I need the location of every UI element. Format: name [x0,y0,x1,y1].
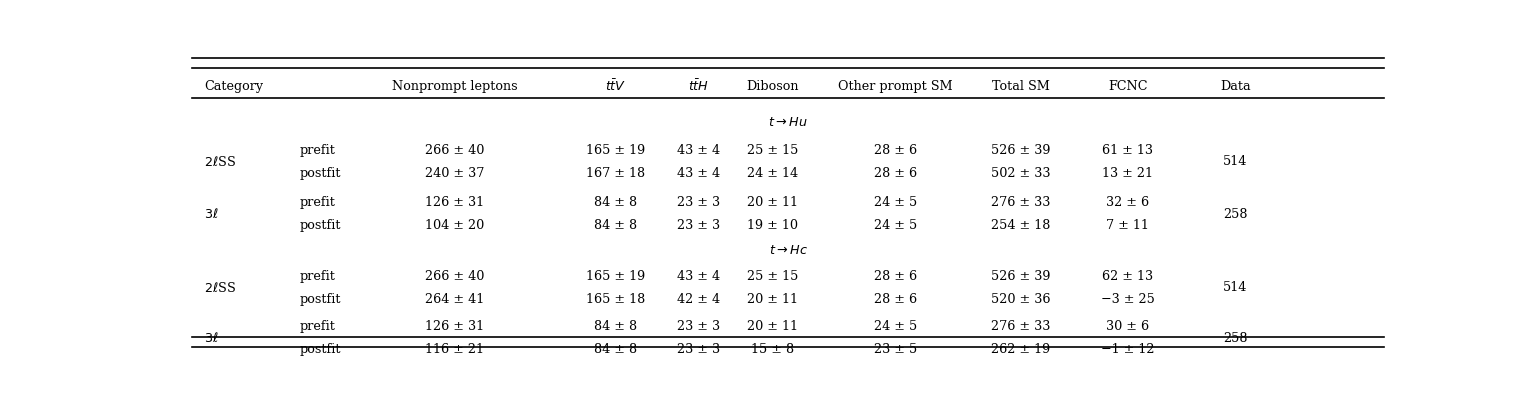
Text: 520 ± 36: 520 ± 36 [990,293,1050,306]
Text: 165 ± 19: 165 ± 19 [586,144,644,157]
Text: 165 ± 18: 165 ± 18 [586,293,644,306]
Text: 23 ± 3: 23 ± 3 [677,320,720,333]
Text: 116 ± 21: 116 ± 21 [424,343,484,356]
Text: 262 ± 19: 262 ± 19 [990,343,1050,356]
Text: 23 ± 5: 23 ± 5 [874,343,917,356]
Text: $3\ell$: $3\ell$ [205,331,218,345]
Text: 23 ± 3: 23 ± 3 [677,196,720,209]
Text: 240 ± 37: 240 ± 37 [424,167,484,180]
Text: $2\ell$SS: $2\ell$SS [205,281,237,295]
Text: $t \rightarrow Hc$: $t \rightarrow Hc$ [769,244,807,257]
Text: 28 ± 6: 28 ± 6 [874,269,917,283]
Text: 84 ± 8: 84 ± 8 [594,219,637,232]
Text: 62 ± 13: 62 ± 13 [1103,269,1154,283]
Text: 514: 514 [1223,281,1247,294]
Text: 24 ± 5: 24 ± 5 [874,196,917,209]
Text: 254 ± 18: 254 ± 18 [990,219,1050,232]
Text: 23 ± 3: 23 ± 3 [677,343,720,356]
Text: 28 ± 6: 28 ± 6 [874,167,917,180]
Text: 25 ± 15: 25 ± 15 [747,144,798,157]
Text: $t \rightarrow Hu$: $t \rightarrow Hu$ [769,116,807,129]
Text: 20 ± 11: 20 ± 11 [747,320,798,333]
Text: 15 ± 8: 15 ± 8 [751,343,794,356]
Text: $t\bar{t}V$: $t\bar{t}V$ [604,78,626,94]
Text: 276 ± 33: 276 ± 33 [990,320,1050,333]
Text: 28 ± 6: 28 ± 6 [874,293,917,306]
Text: 23 ± 3: 23 ± 3 [677,219,720,232]
Text: 20 ± 11: 20 ± 11 [747,293,798,306]
Text: 258: 258 [1223,332,1247,345]
Text: 24 ± 5: 24 ± 5 [874,219,917,232]
Text: prefit: prefit [300,320,335,333]
Text: Other prompt SM: Other prompt SM [838,80,954,93]
Text: 30 ± 6: 30 ± 6 [1106,320,1149,333]
Text: $3\ell$: $3\ell$ [205,207,218,221]
Text: 24 ± 14: 24 ± 14 [747,167,798,180]
Text: 126 ± 31: 126 ± 31 [424,196,484,209]
Text: 126 ± 31: 126 ± 31 [424,320,484,333]
Text: Data: Data [1220,80,1250,93]
Text: 32 ± 6: 32 ± 6 [1106,196,1149,209]
Text: FCNC: FCNC [1109,80,1147,93]
Text: 266 ± 40: 266 ± 40 [424,269,484,283]
Text: Nonprompt leptons: Nonprompt leptons [392,80,517,93]
Text: postfit: postfit [300,343,341,356]
Text: Total SM: Total SM [992,80,1049,93]
Text: Diboson: Diboson [746,80,798,93]
Text: 28 ± 6: 28 ± 6 [874,144,917,157]
Text: 20 ± 11: 20 ± 11 [747,196,798,209]
Text: $t\bar{t}H$: $t\bar{t}H$ [687,78,709,94]
Text: 514: 514 [1223,155,1247,168]
Text: postfit: postfit [300,167,341,180]
Text: 165 ± 19: 165 ± 19 [586,269,644,283]
Text: 104 ± 20: 104 ± 20 [424,219,484,232]
Text: 43 ± 4: 43 ± 4 [677,269,720,283]
Text: 264 ± 41: 264 ± 41 [424,293,484,306]
Text: −1 ± 12: −1 ± 12 [1101,343,1155,356]
Text: 84 ± 8: 84 ± 8 [594,343,637,356]
Text: $2\ell$SS: $2\ell$SS [205,155,237,169]
Text: −3 ± 25: −3 ± 25 [1101,293,1155,306]
Text: 24 ± 5: 24 ± 5 [874,320,917,333]
Text: 266 ± 40: 266 ± 40 [424,144,484,157]
Text: prefit: prefit [300,196,335,209]
Text: 61 ± 13: 61 ± 13 [1103,144,1154,157]
Text: prefit: prefit [300,144,335,157]
Text: 42 ± 4: 42 ± 4 [677,293,720,306]
Text: 25 ± 15: 25 ± 15 [747,269,798,283]
Text: 167 ± 18: 167 ± 18 [586,167,644,180]
Text: 526 ± 39: 526 ± 39 [990,269,1050,283]
Text: 526 ± 39: 526 ± 39 [990,144,1050,157]
Text: 84 ± 8: 84 ± 8 [594,320,637,333]
Text: 7 ± 11: 7 ± 11 [1106,219,1149,232]
Text: 502 ± 33: 502 ± 33 [990,167,1050,180]
Text: 84 ± 8: 84 ± 8 [594,196,637,209]
Text: 276 ± 33: 276 ± 33 [990,196,1050,209]
Text: 43 ± 4: 43 ± 4 [677,144,720,157]
Text: postfit: postfit [300,293,341,306]
Text: postfit: postfit [300,219,341,232]
Text: 43 ± 4: 43 ± 4 [677,167,720,180]
Text: 258: 258 [1223,207,1247,220]
Text: 13 ± 21: 13 ± 21 [1103,167,1154,180]
Text: Category: Category [205,80,263,93]
Text: prefit: prefit [300,269,335,283]
Text: 19 ± 10: 19 ± 10 [747,219,798,232]
